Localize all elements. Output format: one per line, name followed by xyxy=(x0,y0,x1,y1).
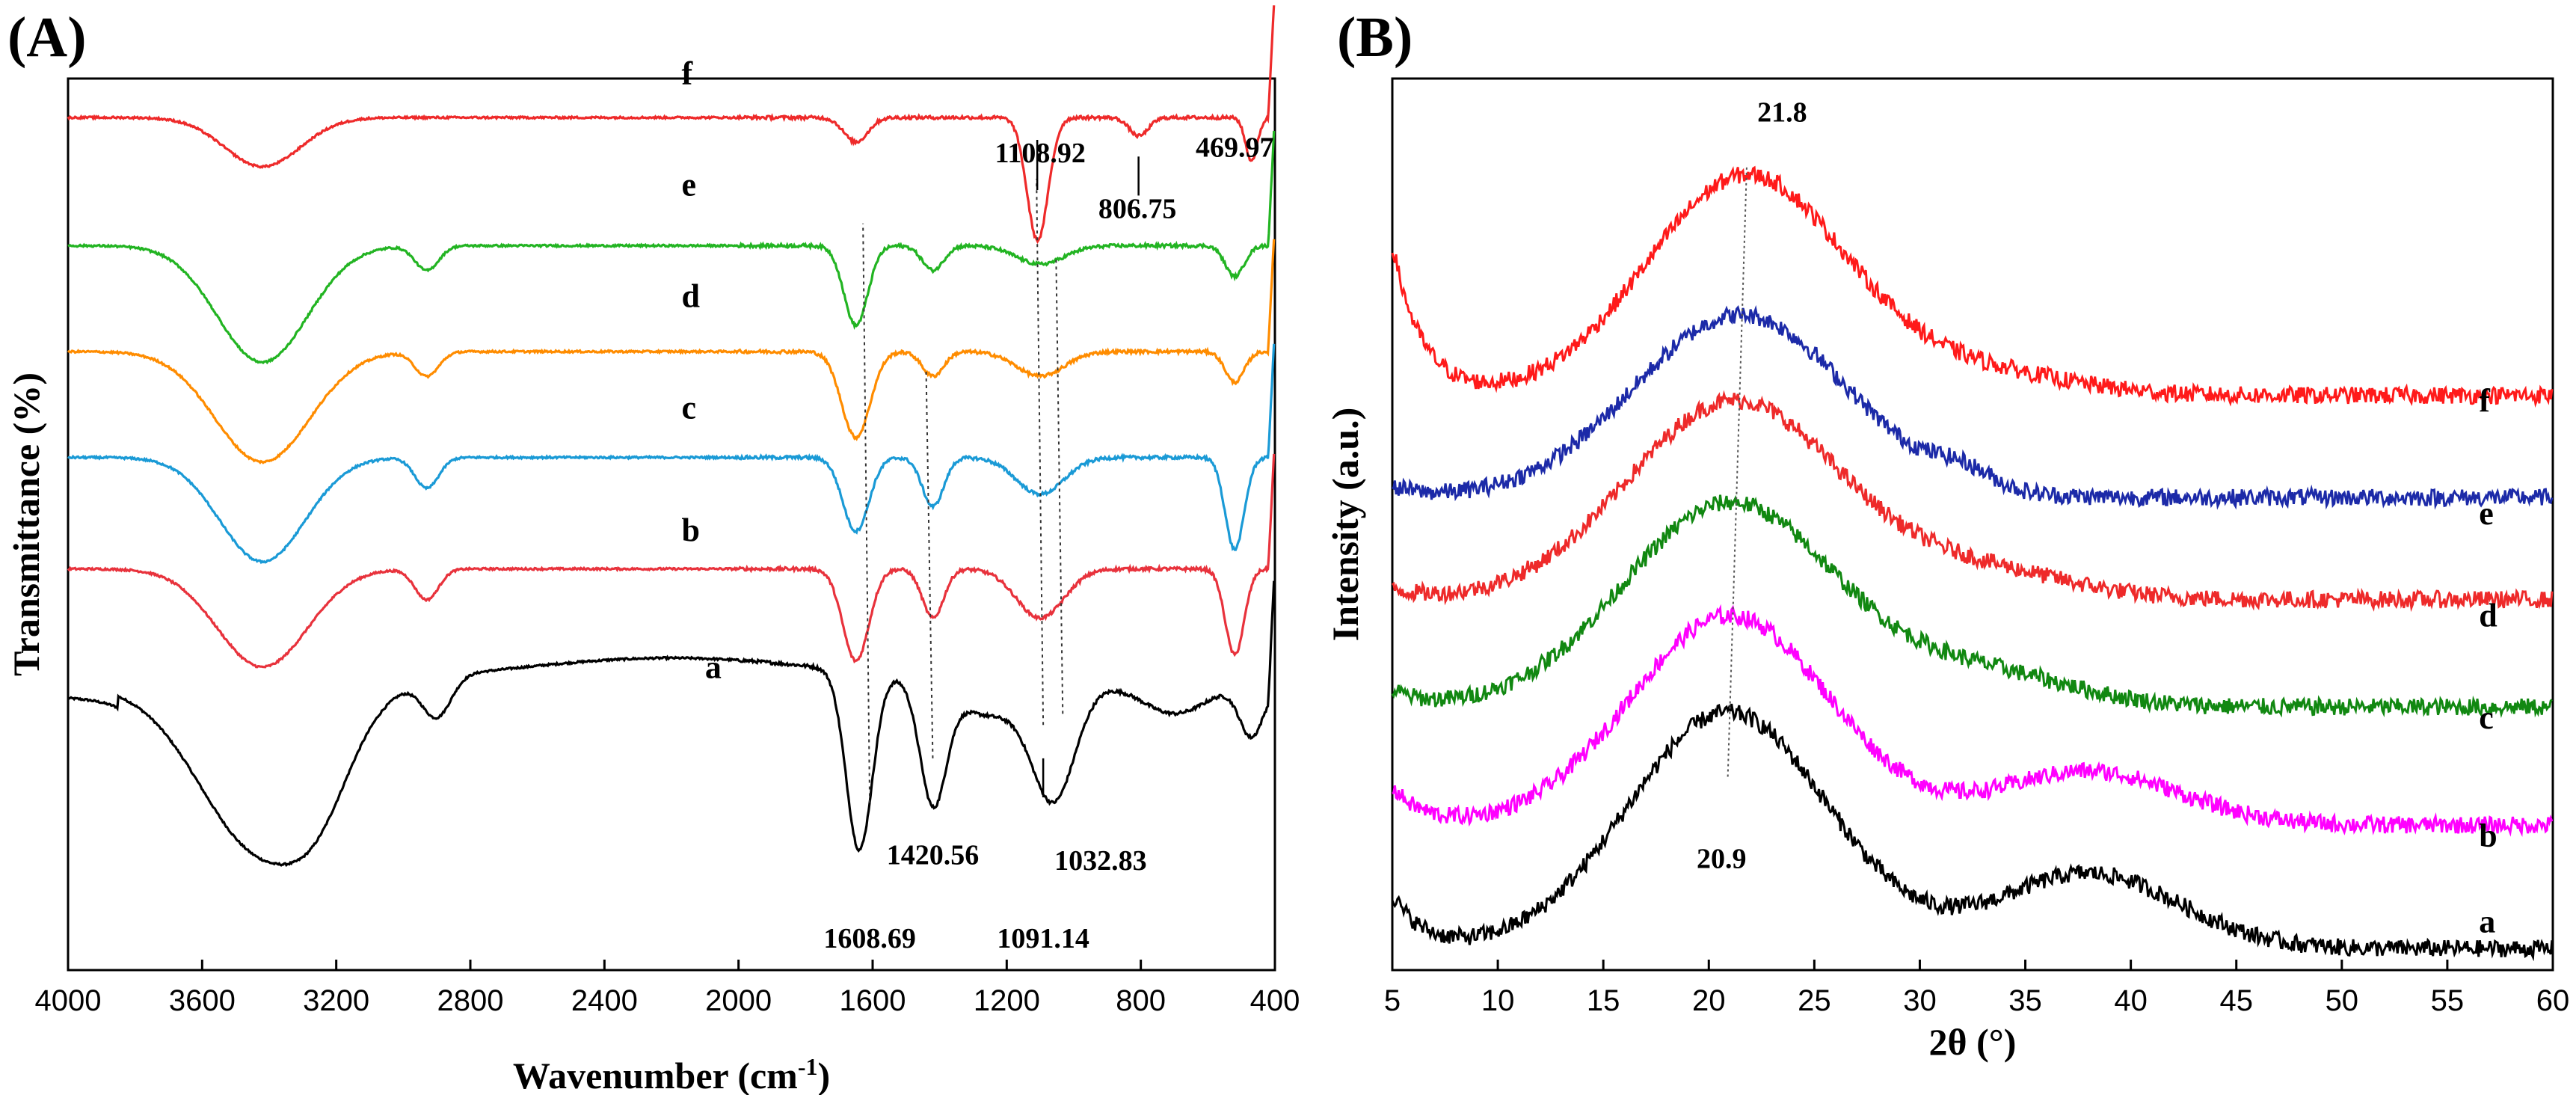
panel-b-annotation-peak-bottom: 20.9 xyxy=(1697,844,1747,875)
panel-a: (A) 4000 3600 3200 2800 2400 2000 1600 1200 800 4… xyxy=(5,5,1300,1095)
panel-a-guide-line xyxy=(862,223,871,803)
panel-a-tick-label: 3600 xyxy=(169,984,236,1017)
panel-b-series-label-e: e xyxy=(2479,495,2494,532)
panel-b-tick-label: 40 xyxy=(2114,984,2148,1017)
panel-b-curves: a b c d e f xyxy=(1391,165,2554,962)
panel-b-x-ticks: 5 10 15 20 25 30 35 40 45 50 55 60 xyxy=(1384,960,2569,1017)
panel-b-annotations: 21.8 20.9 xyxy=(1697,96,1807,874)
panel-a-annotation: 806.75 xyxy=(1098,193,1177,224)
panel-b-label: (B) xyxy=(1337,6,1413,69)
panel-a-series-d xyxy=(67,239,1276,464)
panel-a-guide-line xyxy=(1055,257,1064,714)
panel-b-tick-label: 25 xyxy=(1798,984,1831,1017)
panel-a-tick-label: 2000 xyxy=(705,984,772,1017)
panel-a-series-label-d: d xyxy=(681,277,699,314)
panel-b-xlabel: 2θ (°) xyxy=(1929,1021,2017,1063)
panel-a-series-f xyxy=(67,5,1276,245)
panel-b-tick-label: 10 xyxy=(1481,984,1515,1017)
panel-a-series-label-f: f xyxy=(681,55,693,91)
panel-b-tick-label: 55 xyxy=(2431,984,2465,1017)
panel-a-tick-label: 800 xyxy=(1116,984,1166,1017)
panel-a-annotation: 1608.69 xyxy=(823,923,916,954)
panel-a-series-label-b: b xyxy=(681,512,699,548)
panel-a-tick-label: 2400 xyxy=(571,984,638,1017)
panel-a-annotation: 1108.92 xyxy=(995,138,1085,169)
panel-a-annotation: 1420.56 xyxy=(887,839,980,871)
panel-b-tick-label: 45 xyxy=(2219,984,2253,1017)
panel-b-series-f xyxy=(1391,165,2554,408)
panel-b-series-label-f: f xyxy=(2479,382,2491,419)
panel-b-tick-label: 50 xyxy=(2326,984,2359,1017)
panel-a-series-c xyxy=(67,343,1276,565)
panel-b-series-d xyxy=(1392,390,2554,613)
panel-a-tick-label: 1600 xyxy=(840,984,906,1017)
panel-a-curves: a b c d e f xyxy=(67,5,1276,868)
panel-b-ylabel: Intensity (a.u.) xyxy=(1324,408,1366,642)
panel-a-series-label-e: e xyxy=(681,166,696,203)
panel-b-guide-lines xyxy=(1727,164,1748,777)
panel-b-guide-line xyxy=(1727,164,1748,777)
panel-a-series-label-c: c xyxy=(681,389,696,426)
panel-a-series-b xyxy=(67,453,1276,669)
panel-a-series-e xyxy=(67,130,1276,365)
panel-a-label: (A) xyxy=(7,6,87,69)
panel-b-series-label-c: c xyxy=(2479,699,2494,736)
panel-b-tick-label: 20 xyxy=(1692,984,1726,1017)
panel-b-tick-label: 35 xyxy=(2008,984,2042,1017)
panel-a-x-ticks: 4000 3600 3200 2800 2400 2000 1600 1200 800 400 xyxy=(35,960,1300,1017)
panel-b-tick-label: 15 xyxy=(1587,984,1620,1017)
panel-b-tick-label: 60 xyxy=(2536,984,2570,1017)
panel-a-frame xyxy=(67,77,1276,972)
panel-a-annotations: 1608.69 1420.56 1091.14 1032.83 1108.92 806.7… xyxy=(823,132,1273,954)
panel-b-tick-label: 5 xyxy=(1384,984,1401,1017)
panel-b-frame xyxy=(1391,77,2554,972)
panel-a-tick-label: 3200 xyxy=(303,984,369,1017)
panel-b-series-a xyxy=(1391,703,2554,962)
panel-a-annotation: 469.97 xyxy=(1196,132,1274,163)
panel-b-series-label-b: b xyxy=(2479,818,2497,854)
panel-a-tick-label: 1200 xyxy=(974,984,1040,1017)
panel-b-series-b xyxy=(1392,604,2554,838)
panel-a-tick-label: 400 xyxy=(1250,984,1300,1017)
panel-a-guide-line xyxy=(1036,179,1045,726)
panel-b-series-label-a: a xyxy=(2479,904,2495,940)
panel-b-series-c xyxy=(1391,494,2553,718)
panel-b-series-label-d: d xyxy=(2479,597,2497,634)
panel-a-guide-lines xyxy=(862,179,1064,803)
panel-a-series-label-a: a xyxy=(705,649,722,686)
panel-b-series-e xyxy=(1392,304,2554,510)
panel-a-guide-line xyxy=(925,368,934,758)
panel-a-ylabel: Transmittance (%) xyxy=(5,372,47,676)
panel-a-tick-label: 2800 xyxy=(437,984,504,1017)
panel-b-tick-label: 30 xyxy=(1903,984,1937,1017)
panel-a-tick-label: 4000 xyxy=(35,984,102,1017)
panel-a-annotation: 1032.83 xyxy=(1054,845,1147,877)
panel-a-series-a xyxy=(67,580,1276,868)
panel-a-annotation: 1091.14 xyxy=(997,923,1089,954)
panel-b-annotation-peak-top: 21.8 xyxy=(1757,96,1807,128)
panel-a-xlabel: Wavenumber (cm-1) xyxy=(513,1053,830,1095)
